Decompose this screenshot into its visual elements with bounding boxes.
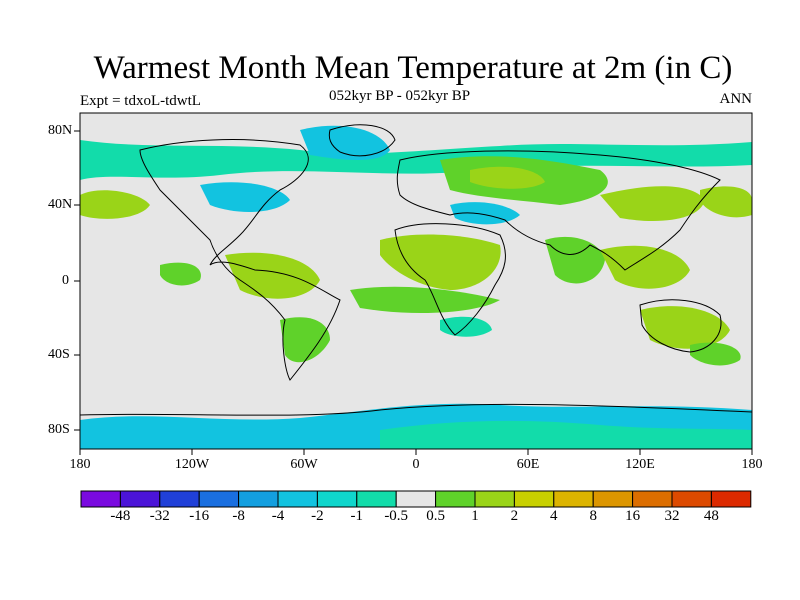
lon-label-0: 0 bbox=[412, 457, 420, 472]
colorbar-swatch bbox=[671, 490, 712, 508]
lat-label-0: 0 bbox=[62, 273, 69, 288]
colorbar-swatch bbox=[395, 490, 437, 508]
colorbar-swatch bbox=[435, 490, 476, 508]
experiment-label: Expt = tdxoL-tdwtL bbox=[80, 93, 201, 109]
colorbar-swatch bbox=[553, 490, 594, 508]
lon-label-120w: 120W bbox=[174, 457, 210, 472]
colorbar-swatch bbox=[238, 490, 279, 508]
lat-label-80s: 80S bbox=[48, 422, 70, 437]
eurasia-field-warm bbox=[470, 166, 545, 189]
season-label: ANN bbox=[719, 91, 753, 107]
colorbar-label: -0.5 bbox=[384, 508, 409, 524]
colorbar-label: 8 bbox=[589, 508, 597, 524]
lon-label-180e: 180 bbox=[741, 457, 763, 472]
lon-ticks bbox=[79, 449, 753, 455]
lon-label-120e: 120E bbox=[625, 457, 655, 472]
lon-label-60w: 60W bbox=[290, 457, 318, 472]
pacific-field-east bbox=[700, 186, 752, 218]
colorbar-swatch bbox=[513, 490, 555, 508]
map-title: Warmest Month Mean Temperature at 2m (in… bbox=[93, 50, 733, 86]
arctic-field bbox=[80, 140, 752, 180]
colorbar-swatch bbox=[632, 490, 673, 508]
colorbar-label: -8 bbox=[232, 508, 245, 524]
colorbar-swatch bbox=[198, 490, 240, 508]
colorbar-label: 4 bbox=[550, 508, 558, 524]
east-pacific-field bbox=[160, 262, 201, 286]
colorbar-label: -4 bbox=[271, 508, 285, 524]
greenland-field bbox=[300, 125, 390, 160]
lat-label-40s: 40S bbox=[48, 347, 70, 362]
australia-outline bbox=[639, 299, 722, 353]
africa-field bbox=[380, 234, 501, 290]
lon-label-60e: 60E bbox=[516, 457, 540, 472]
pacific-field bbox=[80, 190, 150, 219]
colorbar-swatch bbox=[316, 490, 358, 508]
colorbar-swatch bbox=[474, 490, 515, 508]
americas-outline bbox=[139, 139, 341, 381]
colorbar-swatch bbox=[80, 490, 121, 508]
antarctica-field-inner bbox=[380, 420, 752, 449]
colorbar-label: -32 bbox=[149, 508, 170, 524]
colorbar-swatch bbox=[119, 490, 161, 508]
colorbar-label: 2 bbox=[510, 508, 519, 524]
north-america-field bbox=[200, 182, 290, 212]
colorbar-swatch bbox=[592, 490, 634, 508]
colorbar-label: -1 bbox=[350, 508, 364, 524]
colorbar-label: 48 bbox=[703, 508, 719, 524]
lat-label-80n: 80N bbox=[48, 123, 73, 138]
lon-label-180w: 180 bbox=[69, 457, 91, 472]
antarctica-outline bbox=[80, 403, 752, 416]
colorbar-label: -16 bbox=[189, 508, 210, 524]
south-america-field bbox=[225, 252, 320, 299]
coastlines bbox=[80, 124, 752, 416]
colorbar bbox=[80, 490, 752, 508]
atlantic-field bbox=[350, 286, 500, 314]
colorbar-swatch bbox=[277, 490, 318, 508]
colorbar-swatch bbox=[710, 490, 752, 508]
map-subtitle: 052kyr BP - 052kyr BP bbox=[329, 88, 471, 104]
colorbar-label: -2 bbox=[311, 508, 324, 524]
east-asia-field bbox=[600, 186, 705, 221]
colorbar-label: 32 bbox=[664, 508, 680, 524]
greenland-outline bbox=[328, 124, 396, 157]
se-asia-field bbox=[600, 245, 690, 289]
colorbar-swatch bbox=[356, 490, 397, 508]
colorbar-swatch bbox=[159, 490, 200, 508]
lat-label-40n: 40N bbox=[48, 197, 73, 212]
colorbar-label: 1 bbox=[471, 508, 479, 524]
map-field bbox=[80, 113, 752, 449]
colorbar-label: 16 bbox=[625, 508, 641, 524]
eurasia-outline bbox=[396, 150, 721, 271]
africa-outline bbox=[394, 223, 506, 336]
colorbar-label: -48 bbox=[110, 508, 131, 524]
south-america-field-south bbox=[280, 317, 330, 363]
colorbar-label: 0.5 bbox=[426, 508, 445, 524]
india-field bbox=[545, 236, 605, 284]
south-africa-field bbox=[440, 316, 492, 337]
lat-ticks bbox=[74, 130, 80, 431]
australia-field bbox=[640, 306, 730, 349]
